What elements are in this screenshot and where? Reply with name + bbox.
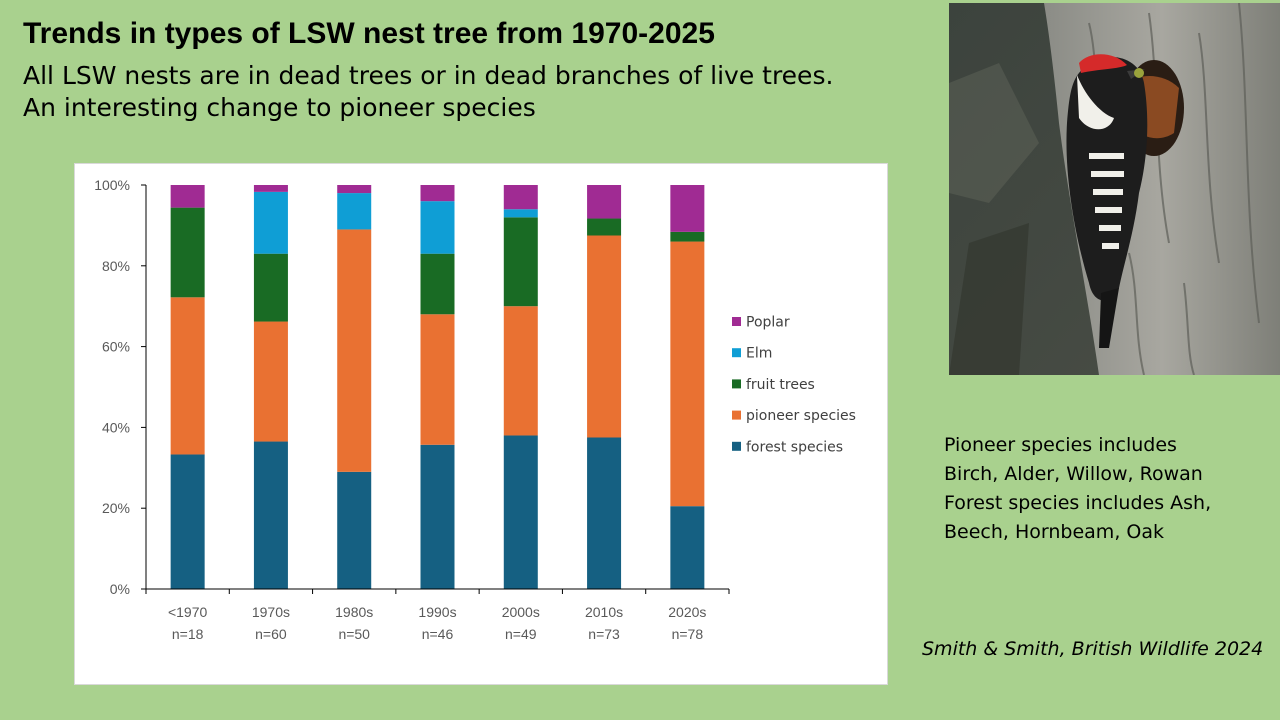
note-line: Beech, Hornbeam, Oak	[944, 521, 1164, 543]
bar-segment	[170, 297, 205, 455]
note-line: Forest species includes Ash,	[944, 492, 1212, 514]
bar-segment	[670, 231, 705, 242]
bar-segment	[420, 253, 455, 315]
bar-segment	[420, 185, 455, 202]
bar-segment	[503, 306, 538, 436]
x-tick-sublabel: n=60	[255, 626, 287, 642]
bar-segment	[253, 253, 288, 322]
bar-segment	[670, 185, 705, 232]
bar-segment	[170, 207, 205, 298]
y-tick-label: 80%	[102, 258, 130, 274]
x-tick-label: 1970s	[252, 604, 290, 620]
note-line: Pioneer species includes	[944, 434, 1177, 456]
x-tick-sublabel: n=73	[588, 626, 620, 642]
bar-segment	[587, 218, 622, 236]
x-tick-label: 1980s	[335, 604, 373, 620]
bar-segment	[253, 321, 288, 442]
bar-segment	[587, 185, 622, 219]
y-tick-label: 40%	[102, 419, 130, 435]
x-tick-sublabel: n=50	[338, 626, 370, 642]
note-line: Birch, Alder, Willow, Rowan	[944, 463, 1203, 485]
bar-segment	[337, 185, 372, 194]
tree-species-notes: Pioneer species includes Birch, Alder, W…	[944, 431, 1211, 547]
x-tick-label: 1990s	[418, 604, 456, 620]
bar-segment	[670, 506, 705, 589]
legend-label: Elm	[746, 346, 772, 362]
y-tick-label: 0%	[110, 581, 130, 597]
x-tick-sublabel: n=18	[172, 626, 204, 642]
bar-segment	[503, 435, 538, 589]
subtitle-line-2: An interesting change to pioneer species	[23, 93, 536, 122]
subtitle-line-1: All LSW nests are in dead trees or in de…	[23, 61, 834, 90]
bar-segment	[587, 235, 622, 438]
bar-segment	[503, 185, 538, 210]
x-tick-sublabel: n=78	[672, 626, 704, 642]
legend-label: pioneer species	[746, 408, 856, 424]
y-tick-label: 100%	[94, 177, 130, 193]
y-tick-label: 60%	[102, 339, 130, 355]
x-tick-sublabel: n=46	[422, 626, 454, 642]
legend-label: fruit trees	[746, 377, 815, 393]
bar-segment	[253, 441, 288, 589]
bar-segment	[503, 217, 538, 307]
legend-swatch	[732, 348, 741, 358]
bar-segment	[253, 185, 288, 192]
bar-segment	[503, 209, 538, 218]
x-tick-label: 2000s	[502, 604, 540, 620]
citation: Smith & Smith, British Wildlife 2024	[922, 638, 1264, 660]
bar-segment	[420, 201, 455, 254]
y-tick-label: 20%	[102, 500, 130, 516]
legend-swatch	[732, 441, 741, 451]
x-tick-label: <1970	[168, 604, 208, 620]
bar-segment	[670, 241, 705, 507]
bar-segment	[337, 229, 372, 472]
legend-label: Poplar	[746, 315, 790, 331]
bar-segment	[337, 193, 372, 230]
legend-label: forest species	[746, 439, 843, 455]
bar-segment	[420, 314, 455, 445]
bar-segment	[420, 444, 455, 589]
chart-canvas: 0% 20% 40% 60% 80% 100% <1970 n=18 1970s n=60 1980…	[94, 177, 856, 642]
slide-title: Trends in types of LSW nest tree from 19…	[23, 17, 715, 50]
bar-segment	[337, 471, 372, 589]
slide-subtitle: All LSW nests are in dead trees or in de…	[23, 60, 833, 124]
bar-segment	[170, 185, 205, 208]
stacked-bar-chart: 0% 20% 40% 60% 80% 100% <1970 n=18 1970s n=60 1980…	[74, 163, 888, 685]
woodpecker-photo	[949, 3, 1280, 375]
x-tick-sublabel: n=49	[505, 626, 537, 642]
bar-segment	[170, 454, 205, 589]
legend-swatch	[732, 379, 741, 389]
x-tick-label: 2010s	[585, 604, 623, 620]
bar-segment	[587, 437, 622, 589]
legend-swatch	[732, 317, 741, 326]
bar-segment	[253, 191, 288, 254]
x-tick-label: 2020s	[668, 604, 706, 620]
legend-swatch	[732, 410, 741, 420]
